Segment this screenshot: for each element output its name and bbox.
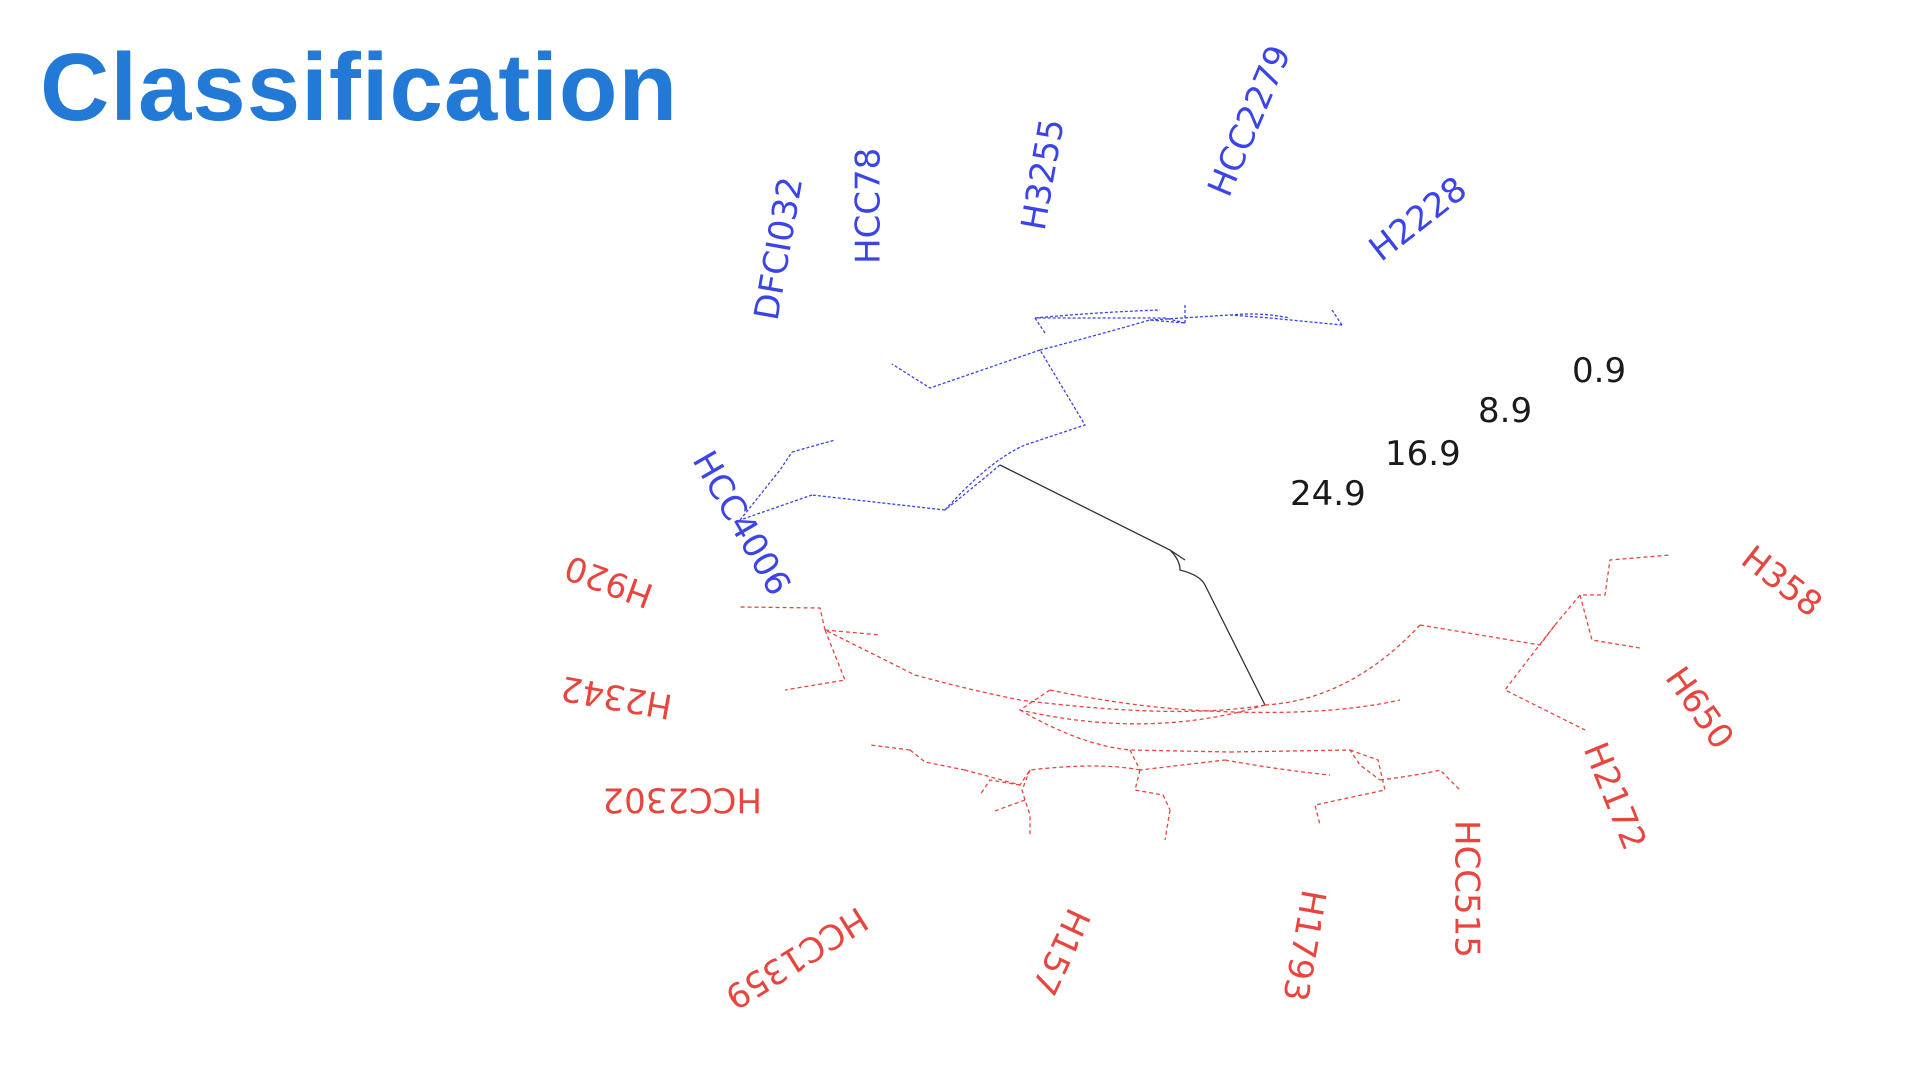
red-branch <box>824 629 881 636</box>
red-branch <box>1129 749 1226 771</box>
blue-branch <box>1035 317 1186 324</box>
scale-label: 16.9 <box>1385 434 1461 474</box>
red-branch <box>1554 554 1671 626</box>
dendrogram-branches <box>739 305 1671 841</box>
leaf-label-hcc2302: HCC2302 <box>602 780 762 820</box>
red-branch <box>1579 594 1641 649</box>
leaf-label-h1793: H1793 <box>1274 887 1333 1004</box>
red-branch <box>1314 749 1386 826</box>
red-branch <box>739 606 826 631</box>
leaf-label-h157: H157 <box>1023 902 1097 1001</box>
root-branch-stub <box>1169 549 1186 561</box>
leaf-label-h2228: H2228 <box>1362 169 1475 270</box>
blue-branch <box>944 464 1001 511</box>
red-branch <box>1504 624 1586 731</box>
blue-branch <box>1039 319 1186 351</box>
leaf-label-hcc1359: HCC1359 <box>718 898 875 1016</box>
blue-branch <box>1229 313 1291 319</box>
distance-scale: 24.9 16.9 8.9 0.9 <box>1290 351 1626 514</box>
red-branch <box>1224 759 1331 776</box>
red-branch <box>1264 624 1421 706</box>
root-branch <box>999 464 1266 706</box>
blue-branch <box>944 349 1086 511</box>
red-branch <box>824 629 1266 713</box>
red-branch <box>991 799 1026 813</box>
red-branch <box>1018 689 1266 725</box>
red-branch <box>1049 689 1401 714</box>
red-branch <box>979 779 1021 796</box>
leaf-label-h2172: H2172 <box>1575 737 1654 856</box>
blue-branch <box>1149 314 1343 326</box>
blue-branch <box>739 494 946 521</box>
red-branch <box>1419 624 1556 646</box>
red-branch <box>1379 769 1461 791</box>
blue-branch <box>791 439 836 453</box>
leaf-label-hcc515: HCC515 <box>1447 820 1487 958</box>
red-branch <box>869 744 911 751</box>
leaf-label-h2342: H2342 <box>558 667 675 726</box>
leaf-label-hcc2279: HCC2279 <box>1200 40 1299 203</box>
leaf-label-hcc78: HCC78 <box>849 148 889 264</box>
leaf-label-h358: H358 <box>1734 538 1830 625</box>
red-branch <box>1229 749 1381 781</box>
blue-branch <box>1034 317 1046 334</box>
red-branch <box>964 765 1141 786</box>
slide-title: Classification <box>40 34 679 141</box>
blue-branch <box>891 349 1041 389</box>
scale-label: 8.9 <box>1478 391 1532 431</box>
blue-branch <box>1034 309 1161 319</box>
leaf-label-h3255: H3255 <box>1014 116 1073 233</box>
leaf-label-dfci032: DFCI032 <box>747 174 811 323</box>
leaf-label-h650: H650 <box>1657 660 1742 757</box>
red-branch <box>1164 809 1171 841</box>
scale-label: 0.9 <box>1572 351 1626 391</box>
red-branch <box>909 749 966 771</box>
red-branch <box>1134 769 1171 811</box>
red-branch <box>1019 709 1231 753</box>
red-branch <box>784 629 846 691</box>
blue-branch <box>1331 309 1343 326</box>
scale-label: 24.9 <box>1290 474 1366 514</box>
leaf-label-h920: H920 <box>560 547 659 616</box>
blue-branch <box>739 451 793 521</box>
